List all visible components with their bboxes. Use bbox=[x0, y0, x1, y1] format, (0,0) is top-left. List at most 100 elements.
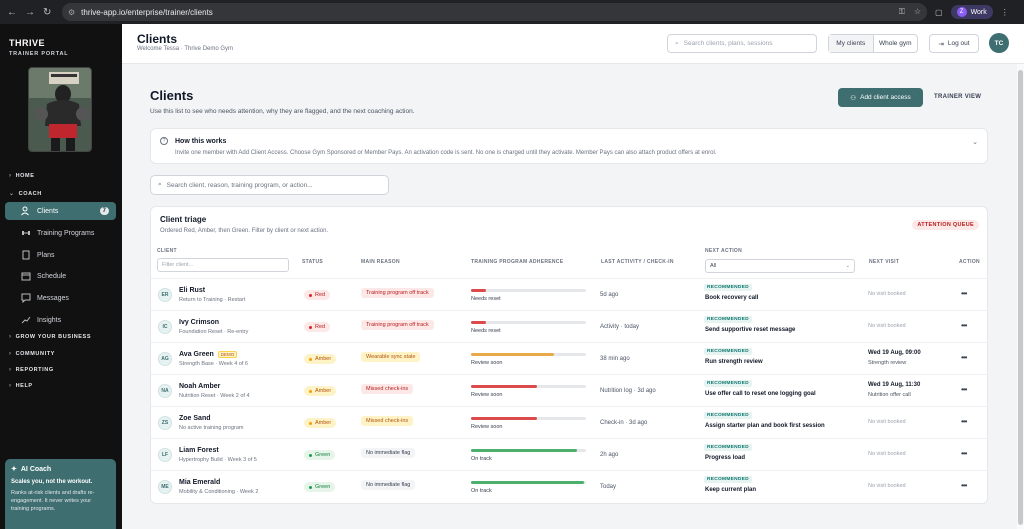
adherence-bar bbox=[471, 385, 586, 388]
col-activity: LAST ACTIVITY / CHECK-IN bbox=[601, 259, 674, 265]
client-name[interactable]: Ava Green bbox=[179, 351, 214, 358]
status-badge: Green bbox=[304, 482, 336, 492]
next-action[interactable]: Use offer call to reset one logging goal bbox=[705, 391, 816, 397]
sidebar-item-plans[interactable]: Plans bbox=[5, 246, 116, 264]
last-activity: Nutrition log · 3d ago bbox=[600, 388, 656, 394]
menu-icon[interactable]: ⋮ bbox=[1000, 7, 1009, 17]
next-action[interactable]: Progress load bbox=[705, 455, 746, 461]
how-desc: Invite one member with Add Client Access… bbox=[175, 150, 717, 156]
next-action[interactable]: Send supportive reset message bbox=[705, 327, 796, 333]
more-actions-icon[interactable]: ••• bbox=[961, 449, 967, 458]
table-row[interactable]: ZS Zoe Sand No active training program Ambe… bbox=[151, 406, 987, 438]
nav-section-grow[interactable]: › GROW YOUR BUSINESS bbox=[9, 334, 92, 340]
address-bar[interactable]: ⚙ thrive-app.io/enterprise/trainer/clien… bbox=[62, 3, 927, 21]
browser-nav: ← → ↻ bbox=[0, 7, 60, 18]
client-filter-input[interactable]: Filter client... bbox=[157, 258, 289, 272]
calendar-icon bbox=[21, 271, 31, 281]
reason-badge: No immediate flag bbox=[361, 480, 416, 490]
more-actions-icon[interactable]: ••• bbox=[961, 417, 967, 426]
adherence-bar bbox=[471, 481, 586, 484]
profile-chip[interactable]: Z Work bbox=[950, 5, 993, 19]
extensions-icon[interactable]: ▢ bbox=[935, 7, 943, 17]
scope-my-clients[interactable]: My clients bbox=[829, 35, 874, 52]
nav-section-help[interactable]: › HELP bbox=[9, 383, 33, 389]
scrollbar[interactable] bbox=[1017, 64, 1024, 529]
next-action[interactable]: Book recovery call bbox=[705, 295, 759, 301]
more-actions-icon[interactable]: ••• bbox=[961, 321, 967, 330]
top-bar: Clients Welcome Tessa · Thrive Demo Gym … bbox=[122, 24, 1024, 64]
status-dot bbox=[309, 293, 312, 297]
client-name[interactable]: Ivy Crimson bbox=[179, 319, 220, 326]
sidebar-item-insights[interactable]: Insights bbox=[5, 311, 116, 329]
client-name[interactable]: Mia Emerald bbox=[179, 479, 221, 486]
nav-section-home[interactable]: › HOME bbox=[9, 173, 35, 179]
bookmark-star-icon[interactable]: ☆ bbox=[913, 7, 921, 16]
page-subtitle: Use this list to see who needs attention… bbox=[150, 108, 415, 115]
sidebar-item-messages[interactable]: Messages bbox=[5, 289, 116, 307]
forward-icon[interactable]: → bbox=[25, 6, 35, 18]
client-program: Strength Base · Week 4 of 6 bbox=[179, 361, 248, 367]
table-row[interactable]: IC Ivy Crimson Foundation Reset · Re-entry… bbox=[151, 310, 987, 342]
client-search-input[interactable]: ⌕ Search client, reason, training progra… bbox=[150, 175, 389, 195]
brand-subtitle: TRAINER PORTAL bbox=[9, 51, 69, 57]
nav-section-reporting[interactable]: › REPORTING bbox=[9, 367, 54, 373]
trainer-view-link[interactable]: TRAINER VIEW bbox=[934, 94, 982, 100]
client-name[interactable]: Eli Rust bbox=[179, 287, 206, 294]
global-search-input[interactable]: ⌕ Search clients, plans, sessions bbox=[667, 34, 817, 53]
next-action-select[interactable]: All ⌄ bbox=[705, 259, 855, 273]
sidebar-item-clients[interactable]: Clients 7 bbox=[5, 202, 116, 220]
sidebar: THRIVE TRAINER PORTAL › HOME ⌄ COACH Clien… bbox=[0, 24, 122, 529]
next-action[interactable]: Run strength review bbox=[705, 359, 763, 365]
client-avatar: AG bbox=[158, 352, 172, 366]
client-name[interactable]: Noah Amber bbox=[179, 383, 221, 390]
client-name[interactable]: Zoe Sand bbox=[179, 415, 211, 422]
site-info-icon[interactable]: ⚙ bbox=[68, 7, 76, 17]
table-row[interactable]: NA Noah Amber Nutrition Reset · Week 2 of … bbox=[151, 374, 987, 406]
adherence-fill bbox=[471, 321, 486, 324]
scope-whole-gym[interactable]: Whole gym bbox=[878, 40, 912, 47]
back-icon[interactable]: ← bbox=[7, 6, 17, 18]
logout-button[interactable]: ⇥ Log out bbox=[929, 34, 979, 53]
sidebar-item-label: Schedule bbox=[37, 272, 67, 280]
next-action[interactable]: Assign starter plan and book first sessi… bbox=[705, 423, 825, 429]
next-action[interactable]: Keep current plan bbox=[705, 487, 757, 493]
table-row[interactable]: LF Liam Forest Hypertrophy Build · Week 3 … bbox=[151, 438, 987, 470]
status-badge: Amber bbox=[304, 386, 337, 396]
reason-badge: Wearable sync stale bbox=[361, 352, 421, 362]
status-badge: Amber bbox=[304, 418, 337, 428]
key-icon[interactable]: ⚿ bbox=[898, 7, 905, 16]
how-this-works-panel[interactable]: ? How this works Invite one member with … bbox=[150, 128, 988, 164]
more-actions-icon[interactable]: ••• bbox=[961, 289, 967, 298]
sparkle-icon: ✦ bbox=[11, 466, 17, 473]
add-client-access-button[interactable]: ⚇ Add client access bbox=[838, 88, 923, 107]
url-text: thrive-app.io/enterprise/trainer/clients bbox=[81, 7, 213, 17]
trend-icon bbox=[21, 315, 31, 325]
ai-coach-card[interactable]: ✦ AI Coach Scales you, not the workout. R… bbox=[5, 459, 116, 529]
reload-icon[interactable]: ↻ bbox=[43, 6, 52, 18]
table-row[interactable]: ME Mia Emerald Mobility & Conditioning · W… bbox=[151, 470, 987, 502]
more-actions-icon[interactable]: ••• bbox=[961, 481, 967, 490]
reason-badge: Missed check-ins bbox=[361, 384, 414, 394]
nav-section-community[interactable]: › COMMUNITY bbox=[9, 351, 55, 357]
sidebar-item-schedule[interactable]: Schedule bbox=[5, 267, 116, 285]
client-name[interactable]: Liam Forest bbox=[179, 447, 219, 454]
more-actions-icon[interactable]: ••• bbox=[961, 385, 967, 394]
header-title: Clients bbox=[137, 32, 178, 46]
triage-title: Client triage bbox=[160, 215, 207, 224]
chevron-down-icon[interactable]: ⌄ bbox=[972, 139, 978, 146]
sidebar-item-training-programs[interactable]: Training Programs bbox=[5, 224, 116, 242]
adherence-label: On track bbox=[471, 488, 492, 494]
next-visit: No visit booked bbox=[868, 451, 906, 457]
adherence-label: Review soon bbox=[471, 360, 503, 366]
adherence-label: On track bbox=[471, 456, 492, 462]
avatar[interactable]: TC bbox=[989, 33, 1009, 53]
client-name-wrap: Ivy Crimson bbox=[179, 319, 219, 326]
profile-label: Work bbox=[970, 8, 987, 16]
sidebar-item-label: Insights bbox=[37, 316, 62, 324]
nav-section-coach[interactable]: ⌄ COACH bbox=[9, 190, 42, 198]
table-row[interactable]: ER Eli Rust Return to Training · Restart Re… bbox=[151, 278, 987, 310]
scrollbar-thumb[interactable] bbox=[1018, 70, 1023, 525]
client-avatar: ME bbox=[158, 480, 172, 494]
table-row[interactable]: AG Ava Green DEMO Strength Base · Week 4 of… bbox=[151, 342, 987, 374]
more-actions-icon[interactable]: ••• bbox=[961, 353, 967, 362]
